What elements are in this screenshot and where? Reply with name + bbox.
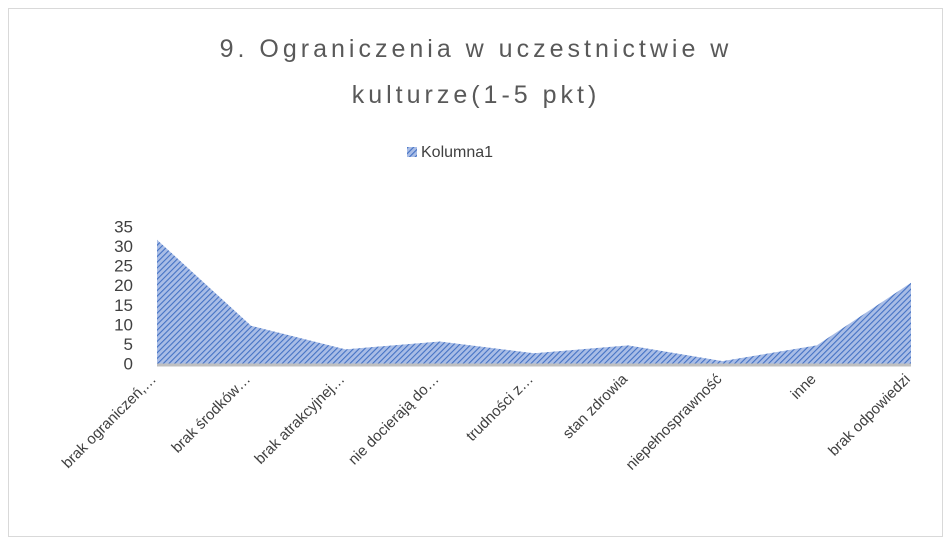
y-tick-label: 25 — [114, 257, 133, 276]
chart-title: kulturze(1-5 pkt) — [352, 81, 601, 109]
legend-label: Kolumna1 — [421, 144, 493, 161]
y-tick-label: 10 — [114, 315, 133, 334]
y-tick-label: 20 — [114, 276, 133, 295]
legend-swatch — [407, 147, 417, 157]
area — [157, 239, 911, 365]
chart-title: 9. Ograniczenia w uczestnictwie w — [220, 35, 733, 63]
y-tick-label: 35 — [114, 217, 133, 236]
y-tick-label: 0 — [124, 354, 133, 373]
y-tick-label: 5 — [124, 335, 133, 354]
y-tick-label: 30 — [114, 237, 133, 256]
y-tick-label: 15 — [114, 296, 133, 315]
